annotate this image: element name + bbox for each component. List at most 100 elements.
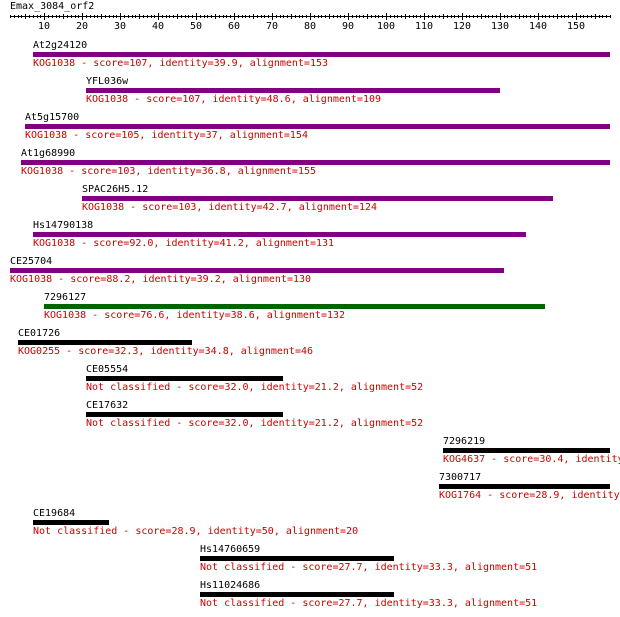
hit-description[interactable]: KOG1764 - score=28.9, identity=31.1, ali… bbox=[439, 490, 620, 501]
hit-description[interactable]: Not classified - score=28.9, identity=50… bbox=[33, 526, 359, 537]
ruler-minor-tick bbox=[25, 14, 26, 19]
ruler-minor-tick bbox=[409, 15, 410, 18]
ruler-minor-tick bbox=[306, 15, 307, 18]
hit-description[interactable]: KOG1038 - score=107, identity=39.9, alig… bbox=[33, 58, 329, 69]
ruler-minor-tick bbox=[378, 15, 379, 18]
hit-description[interactable]: KOG1038 - score=103, identity=36.8, alig… bbox=[21, 166, 317, 177]
hit-alignment-bar[interactable] bbox=[44, 304, 545, 309]
ruler-minor-tick bbox=[128, 15, 129, 18]
ruler-minor-tick bbox=[97, 15, 98, 18]
hit-name[interactable]: 7300717 bbox=[439, 472, 482, 483]
hit-alignment-bar[interactable] bbox=[86, 88, 500, 93]
hit-description[interactable]: KOG1038 - score=76.6, identity=38.6, ali… bbox=[44, 310, 346, 321]
ruler-minor-tick bbox=[375, 15, 376, 18]
hit-alignment-bar[interactable] bbox=[443, 448, 610, 453]
hit-name[interactable]: At5g15700 bbox=[25, 112, 80, 123]
ruler-minor-tick bbox=[458, 15, 459, 18]
ruler-minor-tick bbox=[443, 14, 444, 19]
hit-alignment-bar[interactable] bbox=[21, 160, 610, 165]
ruler-minor-tick bbox=[29, 15, 30, 18]
hit-alignment-bar[interactable] bbox=[86, 412, 283, 417]
hit-description[interactable]: KOG1038 - score=88.2, identity=39.2, ali… bbox=[10, 274, 312, 285]
ruler-minor-tick bbox=[591, 15, 592, 18]
ruler-minor-tick bbox=[432, 15, 433, 18]
ruler-minor-tick bbox=[151, 15, 152, 18]
ruler-minor-tick bbox=[181, 15, 182, 18]
ruler-minor-tick bbox=[230, 15, 231, 18]
ruler-major-tick bbox=[386, 13, 387, 20]
hit-name[interactable]: CE19684 bbox=[33, 508, 76, 519]
ruler-minor-tick bbox=[481, 14, 482, 19]
hit-alignment-bar[interactable] bbox=[86, 376, 283, 381]
ruler-minor-tick bbox=[382, 15, 383, 18]
ruler-minor-tick bbox=[109, 15, 110, 18]
hit-name[interactable]: 7296127 bbox=[44, 292, 87, 303]
hit-description[interactable]: KOG1038 - score=92.0, identity=41.2, ali… bbox=[33, 238, 335, 249]
hit-alignment-bar[interactable] bbox=[82, 196, 553, 201]
ruler-minor-tick bbox=[394, 15, 395, 18]
ruler-minor-tick bbox=[568, 15, 569, 18]
hit-name[interactable]: Hs14760659 bbox=[200, 544, 261, 555]
hit-name[interactable]: YFL036w bbox=[86, 76, 129, 87]
hit-name[interactable]: Hs11024686 bbox=[200, 580, 261, 591]
hit-description[interactable]: Not classified - score=32.0, identity=21… bbox=[86, 418, 424, 429]
ruler-major-tick bbox=[272, 13, 273, 20]
ruler-minor-tick bbox=[515, 15, 516, 18]
ruler-tick-label: 120 bbox=[453, 21, 472, 32]
hit-name[interactable]: CE01726 bbox=[18, 328, 61, 339]
hit-description[interactable]: KOG0255 - score=32.3, identity=34.8, ali… bbox=[18, 346, 314, 357]
ruler-minor-tick bbox=[207, 15, 208, 18]
hit-alignment-bar[interactable] bbox=[33, 52, 610, 57]
hit-description[interactable]: KOG4637 - score=30.4, identity=25.8, ali… bbox=[443, 454, 620, 465]
ruler-minor-tick bbox=[219, 15, 220, 18]
ruler-minor-tick bbox=[154, 15, 155, 18]
ruler-minor-tick bbox=[63, 14, 64, 19]
ruler-major-tick bbox=[158, 13, 159, 20]
hit-alignment-bar[interactable] bbox=[18, 340, 192, 345]
ruler-minor-tick bbox=[295, 15, 296, 18]
hit-description[interactable]: Not classified - score=32.0, identity=21… bbox=[86, 382, 424, 393]
hit-name[interactable]: At2g24120 bbox=[33, 40, 88, 51]
hit-alignment-bar[interactable] bbox=[25, 124, 610, 129]
ruler-minor-tick bbox=[583, 15, 584, 18]
hit-name[interactable]: CE25704 bbox=[10, 256, 53, 267]
hit-alignment-bar[interactable] bbox=[33, 520, 109, 525]
ruler-major-tick bbox=[348, 13, 349, 20]
ruler-tick-label: 100 bbox=[377, 21, 396, 32]
ruler-minor-tick bbox=[78, 15, 79, 18]
hit-name[interactable]: CE17632 bbox=[86, 400, 129, 411]
hit-alignment-bar[interactable] bbox=[200, 592, 394, 597]
hit-description[interactable]: Not classified - score=27.7, identity=33… bbox=[200, 598, 538, 609]
hit-description[interactable]: KOG1038 - score=103, identity=42.7, alig… bbox=[82, 202, 378, 213]
hit-name[interactable]: 7296219 bbox=[443, 436, 486, 447]
ruler-minor-tick bbox=[344, 15, 345, 18]
ruler-minor-tick bbox=[238, 15, 239, 18]
hit-name[interactable]: Hs14790138 bbox=[33, 220, 94, 231]
ruler-minor-tick bbox=[329, 14, 330, 19]
ruler-minor-tick bbox=[367, 14, 368, 19]
hit-name[interactable]: SPAC26H5.12 bbox=[82, 184, 149, 195]
ruler-minor-tick bbox=[124, 15, 125, 18]
ruler-minor-tick bbox=[21, 15, 22, 18]
hit-description[interactable]: Not classified - score=27.7, identity=33… bbox=[200, 562, 538, 573]
hit-description[interactable]: KOG1038 - score=107, identity=48.6, alig… bbox=[86, 94, 382, 105]
ruler-minor-tick bbox=[147, 15, 148, 18]
ruler-minor-tick bbox=[52, 15, 53, 18]
ruler-minor-tick bbox=[454, 15, 455, 18]
hit-alignment-bar[interactable] bbox=[439, 484, 610, 489]
ruler-minor-tick bbox=[200, 15, 201, 18]
hit-name[interactable]: CE05554 bbox=[86, 364, 129, 375]
hit-name[interactable]: At1g68990 bbox=[21, 148, 76, 159]
hit-alignment-bar[interactable] bbox=[10, 268, 504, 273]
ruler-minor-tick bbox=[59, 15, 60, 18]
ruler-minor-tick bbox=[435, 15, 436, 18]
ruler-minor-tick bbox=[416, 15, 417, 18]
hit-description[interactable]: KOG1038 - score=105, identity=37, alignm… bbox=[25, 130, 308, 141]
ruler-minor-tick bbox=[135, 15, 136, 18]
ruler-minor-tick bbox=[340, 15, 341, 18]
hit-alignment-bar[interactable] bbox=[200, 556, 394, 561]
ruler-major-tick bbox=[538, 13, 539, 20]
ruler-minor-tick bbox=[413, 15, 414, 18]
hit-alignment-bar[interactable] bbox=[33, 232, 526, 237]
ruler-minor-tick bbox=[188, 15, 189, 18]
